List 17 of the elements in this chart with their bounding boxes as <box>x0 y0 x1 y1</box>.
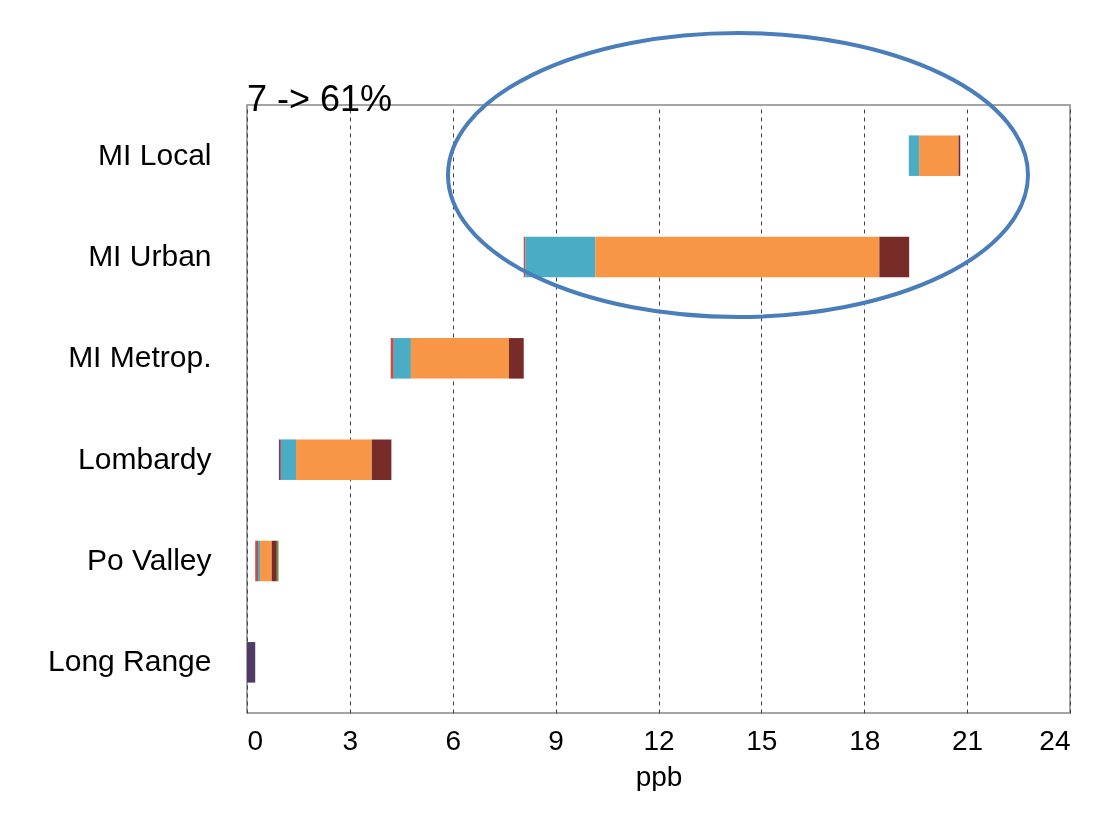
x-tick-label: 21 <box>952 724 984 756</box>
x-tick-label: 6 <box>445 724 462 756</box>
y-tick-label: MI Local <box>98 137 212 171</box>
x-tick-label: 0 <box>247 724 264 756</box>
y-tick-label: Po Valley <box>86 543 212 576</box>
annotation: 7 -> 61% <box>247 78 393 119</box>
x-tick-label: 18 <box>849 724 881 756</box>
x-tick-label: 3 <box>342 724 359 756</box>
x-axis-title: ppb <box>635 760 683 792</box>
x-tick-label: 12 <box>643 724 675 756</box>
y-tick-label: Long Range <box>48 644 212 678</box>
y-tick-label: Lombardy <box>78 441 212 475</box>
x-tick-label: 15 <box>746 724 778 756</box>
x-tick-label: 24 <box>1039 724 1071 756</box>
x-tick-label: 9 <box>548 724 564 756</box>
y-tick-label: MI Urban <box>88 239 212 272</box>
y-tick-label: MI Metrop. <box>68 340 212 374</box>
